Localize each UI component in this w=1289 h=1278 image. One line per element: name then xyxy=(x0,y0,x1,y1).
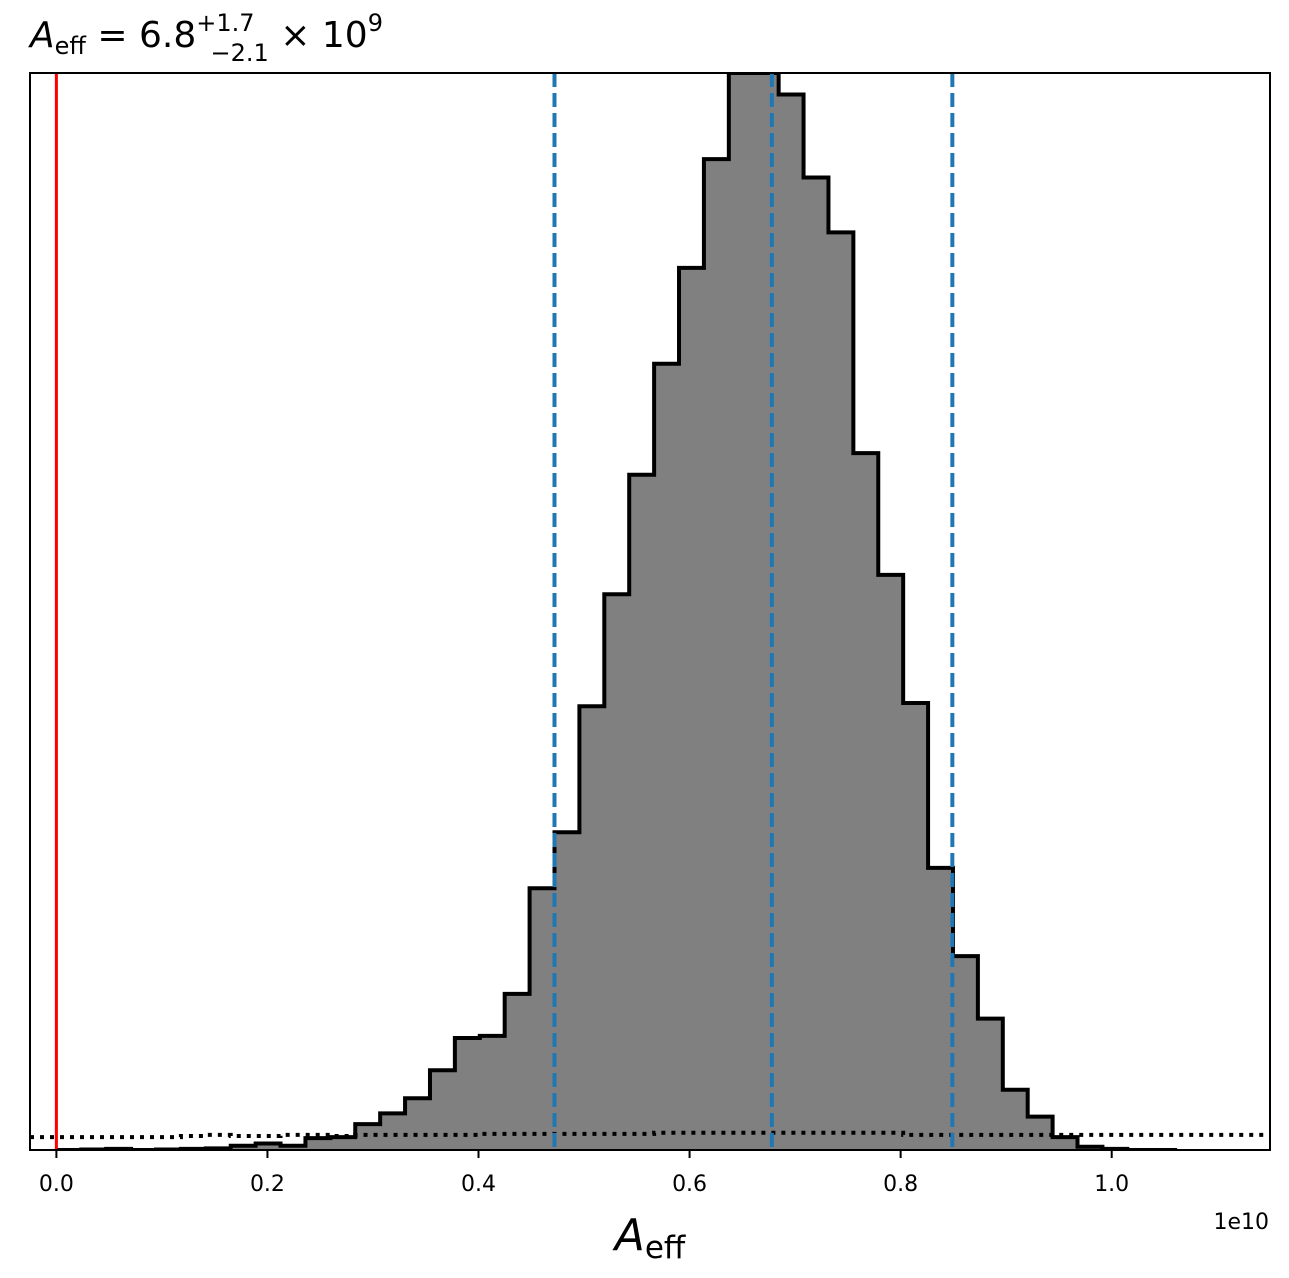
title-plus-error: +1.7 xyxy=(196,9,254,37)
histogram-bar xyxy=(305,1138,331,1150)
x-axis-label-subscript: eff xyxy=(645,1230,686,1266)
x-tick-label: 0.6 xyxy=(672,1172,707,1197)
histogram-bar xyxy=(878,574,904,1150)
histogram-bar xyxy=(803,177,829,1150)
x-axis-offset-label: 1e10 xyxy=(1213,1210,1269,1235)
x-tick-label: 0.2 xyxy=(250,1172,285,1197)
histogram-outline xyxy=(56,73,1178,1150)
histogram-bar xyxy=(952,956,979,1150)
histogram-bar xyxy=(579,706,605,1150)
x-tick-label: 0.0 xyxy=(39,1172,74,1197)
histogram-bar xyxy=(977,1018,1004,1150)
chart-title: Aeff = 6.8+1.7 −2.1 × 109 xyxy=(28,9,383,67)
histogram-bar xyxy=(479,1035,506,1150)
x-tick-label: 0.8 xyxy=(883,1172,918,1197)
histogram-bar xyxy=(629,474,655,1150)
histogram-bar xyxy=(230,1145,257,1150)
title-equals-value: = 6.8 xyxy=(86,15,196,56)
histogram-layer xyxy=(30,73,1270,1150)
histogram-bar xyxy=(405,1098,431,1150)
plot-area xyxy=(29,72,1271,1151)
histogram-bar xyxy=(380,1113,406,1150)
histogram-bar xyxy=(529,888,555,1150)
histogram-bar xyxy=(928,867,954,1150)
histogram-bar xyxy=(679,267,705,1150)
axes-frame xyxy=(29,72,1271,1151)
title-symbol-subscript: eff xyxy=(55,32,87,60)
histogram-bar xyxy=(554,832,580,1150)
histogram-bar xyxy=(903,703,929,1150)
x-axis-ticks: 0.0 0.2 0.4 0.6 0.8 1.0 xyxy=(39,1150,1129,1197)
histogram-bar xyxy=(778,94,805,1150)
title-minus-error: −2.1 xyxy=(211,39,269,67)
x-axis-label: Aeff xyxy=(612,1210,686,1266)
histogram-bar xyxy=(703,159,730,1150)
histogram-bar xyxy=(504,993,531,1150)
histogram-bar xyxy=(753,73,780,1150)
histogram-bar xyxy=(330,1137,356,1150)
histogram-bar xyxy=(604,594,630,1150)
histogram-bar xyxy=(454,1037,481,1150)
x-tick-label: 0.4 xyxy=(461,1172,496,1197)
histogram-bar xyxy=(355,1124,381,1150)
histogram-bar xyxy=(728,73,755,1150)
x-axis-label-symbol: A xyxy=(612,1210,645,1261)
histogram-bar xyxy=(255,1143,282,1150)
x-tick-label: 1.0 xyxy=(1094,1172,1129,1197)
histogram-bar xyxy=(280,1145,306,1150)
title-times-ten: × 10 xyxy=(269,15,368,56)
histogram-bar xyxy=(1052,1137,1079,1150)
histogram-bar xyxy=(429,1070,456,1150)
histogram-bar xyxy=(654,363,680,1150)
histogram-bar xyxy=(853,453,879,1150)
histogram-bar xyxy=(1002,1089,1029,1150)
histogram-bar xyxy=(828,232,854,1150)
title-symbol: A xyxy=(28,15,55,56)
title-exponent: 9 xyxy=(368,9,383,37)
